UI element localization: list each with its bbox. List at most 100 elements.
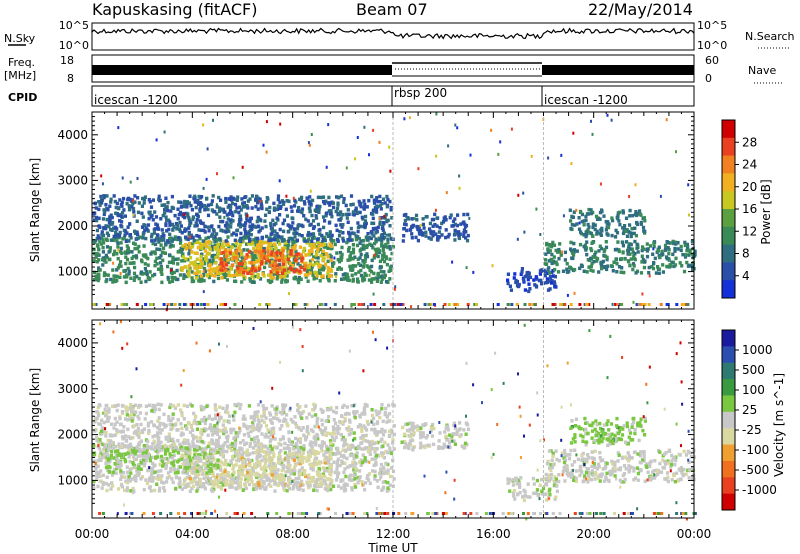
power-cell xyxy=(254,225,258,229)
power-cell xyxy=(284,272,288,276)
power-cell xyxy=(330,233,334,238)
power-cell xyxy=(321,243,325,247)
power-scatter-cell xyxy=(547,156,550,160)
power-cell xyxy=(194,263,198,268)
power-cell xyxy=(346,275,350,280)
power-cell xyxy=(227,249,231,253)
velocity-cell xyxy=(382,466,386,471)
power-cell xyxy=(182,273,186,277)
power-cell xyxy=(307,237,311,241)
power-cell xyxy=(579,210,583,214)
velocity-cell xyxy=(351,453,355,458)
power-cell xyxy=(164,241,168,245)
velocity-cell xyxy=(192,479,197,483)
power-cell xyxy=(388,199,392,204)
velocity-cell xyxy=(193,462,197,467)
power-scatter-cell xyxy=(611,302,614,306)
velocity-cell xyxy=(282,488,287,492)
velocity-cell xyxy=(192,477,196,481)
velocity-cell xyxy=(329,449,333,454)
power-cell xyxy=(578,266,582,271)
power-cell xyxy=(118,275,122,279)
power-cell xyxy=(175,227,179,231)
power-cell xyxy=(559,253,563,257)
power-cell xyxy=(248,228,252,232)
power-cell xyxy=(610,233,614,238)
power-cell xyxy=(270,263,275,268)
power-cell xyxy=(253,240,257,244)
power-cell xyxy=(160,268,164,272)
velocity-cell xyxy=(341,478,345,482)
power-cell xyxy=(124,251,128,255)
power-cell xyxy=(335,206,340,211)
velocity-cell xyxy=(207,467,211,471)
velocity-cell xyxy=(244,477,248,482)
velocity-cell xyxy=(223,469,227,474)
power-cell xyxy=(151,218,155,222)
power-cell xyxy=(221,250,225,255)
power-cell xyxy=(322,200,326,204)
velocity-cell xyxy=(132,457,136,461)
power-cell xyxy=(229,221,233,225)
power-cell xyxy=(161,237,165,241)
power-cell xyxy=(553,274,557,279)
velocity-cell xyxy=(329,477,333,482)
power-cell xyxy=(207,229,211,233)
power-scatter-cell xyxy=(372,128,375,132)
velocity-cell xyxy=(107,464,111,469)
power-cell xyxy=(545,242,549,247)
power-scatter-cell xyxy=(687,183,690,187)
velocity-cell xyxy=(156,469,160,474)
power-cell xyxy=(119,250,123,254)
power-cell xyxy=(215,232,219,236)
power-cell xyxy=(358,263,362,267)
velocity-cell xyxy=(185,460,189,464)
velocity-cell xyxy=(162,485,166,490)
power-cell xyxy=(611,269,615,273)
power-ground-cell xyxy=(453,303,457,306)
power-scatter-cell xyxy=(163,130,166,134)
power-cell xyxy=(370,277,374,281)
velocity-cell xyxy=(182,482,186,486)
power-cell xyxy=(156,233,160,237)
power-cell xyxy=(630,226,634,231)
power-scatter-cell xyxy=(122,229,125,233)
power-cell xyxy=(142,244,146,248)
velocity-cell xyxy=(188,489,192,494)
velocity-cell xyxy=(139,454,143,458)
power-cell xyxy=(328,253,332,257)
velocity-cell xyxy=(383,480,387,484)
velocity-cell xyxy=(389,474,393,479)
power-cell xyxy=(105,194,109,198)
power-cell xyxy=(673,249,677,253)
power-cell xyxy=(652,261,656,266)
power-scatter-cell xyxy=(308,234,311,238)
power-cell xyxy=(259,243,264,247)
velocity-cell xyxy=(294,451,298,455)
power-cell xyxy=(272,206,276,210)
velocity-cell xyxy=(353,477,357,481)
power-cell xyxy=(255,246,259,251)
velocity-cell xyxy=(160,448,164,452)
power-cell xyxy=(199,279,203,283)
power-cell xyxy=(190,270,194,274)
power-scatter-cell xyxy=(368,273,371,277)
velocity-cell xyxy=(386,450,390,454)
power-cell xyxy=(385,204,389,209)
power-ground-cell xyxy=(206,303,210,306)
power-cell xyxy=(361,259,365,263)
power-cell xyxy=(590,261,594,266)
velocity-cell xyxy=(308,448,312,453)
velocity-cell xyxy=(360,429,364,433)
power-scatter-cell xyxy=(132,213,135,217)
power-cell xyxy=(184,228,188,232)
power-cell xyxy=(95,228,99,233)
velocity-cell xyxy=(317,460,321,464)
power-cell xyxy=(402,234,406,238)
power-cell xyxy=(584,234,588,239)
power-cell xyxy=(372,256,376,260)
power-cell xyxy=(194,276,199,280)
power-cell xyxy=(370,194,374,199)
power-cell xyxy=(257,239,261,243)
power-cell xyxy=(212,279,216,284)
